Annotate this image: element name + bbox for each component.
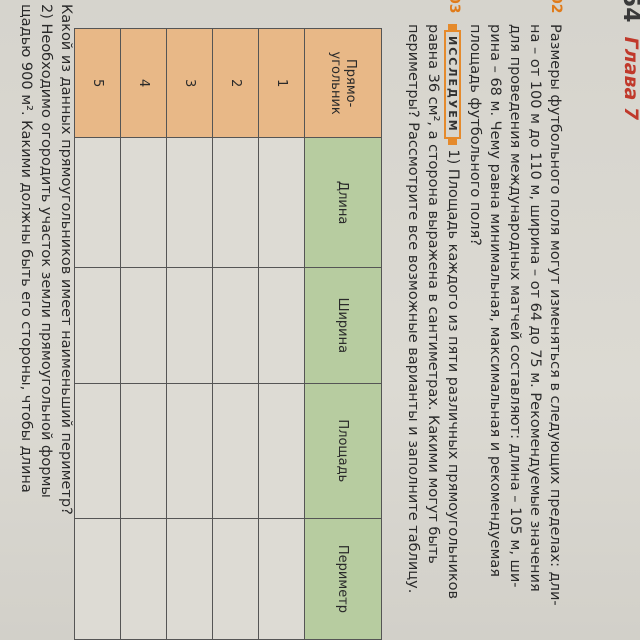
cell (120, 383, 167, 519)
col-perimeter: Периметр (304, 518, 382, 640)
rectangles-table: Прямо-угольник Длина Ширина Площадь Пери… (74, 28, 382, 640)
table-row: 1 (258, 28, 305, 640)
chapter-title: Глава 7 (620, 36, 640, 121)
cell (166, 267, 213, 384)
page-header: 54 Глава 7 (618, 0, 640, 120)
row-number: 4 (120, 28, 167, 138)
task2-line: Размеры футбольного поля могут изменятьс… (547, 24, 563, 606)
cell (166, 383, 213, 519)
task2-line: на – от 100 м до 110 м, ширина – от 64 д… (527, 24, 543, 592)
cell (212, 137, 259, 268)
cell (212, 383, 259, 519)
cell (120, 267, 167, 384)
cell (258, 137, 305, 268)
footer-line: Какой из данных прямоугольников имеет на… (58, 4, 74, 515)
task2-line: для проведения международных матчей сост… (507, 24, 523, 588)
task2-line: площадь футбольного поля? (467, 24, 483, 246)
row-number: 2 (212, 28, 259, 138)
cell (212, 267, 259, 384)
row-number: 3 (166, 28, 213, 138)
footer-line: щадью 900 м². Какими должны быть его сто… (18, 4, 34, 493)
table-row: 3 (166, 28, 213, 640)
cell (212, 518, 259, 640)
task3-text: 1) Площадь каждого из пяти различных пря… (445, 149, 461, 600)
cell (74, 518, 121, 640)
cell (166, 518, 213, 640)
row-number: 1 (258, 28, 305, 138)
task-number: 03 (446, 0, 462, 14)
task3-line: периметры? Рассмотрите все возможные вар… (405, 24, 421, 594)
cell (74, 267, 121, 384)
explore-badge: ИССЛЕДУЕМ (444, 30, 461, 139)
col-area: Площадь (304, 383, 382, 519)
task3-line: равна 36 см², а сторона выражена в санти… (425, 24, 441, 564)
cell (120, 518, 167, 640)
task-number: 02 (548, 0, 564, 14)
footer-line: 2) Необходимо огородить участок земли пр… (38, 4, 54, 498)
cell (74, 137, 121, 268)
table-row: 2 (212, 28, 259, 640)
col-length: Длина (304, 137, 382, 268)
cell (74, 383, 121, 519)
cell (120, 137, 167, 268)
col-width: Ширина (304, 267, 382, 384)
page-number: 54 (618, 0, 640, 23)
table-header-row: Прямо-угольник Длина Ширина Площадь Пери… (304, 28, 382, 640)
table-row: 5 (74, 28, 121, 640)
task2-line: рина – 68 м. Чему равна минимальная, мак… (487, 24, 503, 578)
cell (166, 137, 213, 268)
cell (258, 518, 305, 640)
task3-line: ИССЛЕДУЕМ 1) Площадь каждого из пяти раз… (444, 24, 462, 599)
row-number: 5 (74, 28, 121, 138)
cell (258, 267, 305, 384)
cell (258, 383, 305, 519)
table-row: 4 (120, 28, 167, 640)
col-rectangle: Прямо-угольник (304, 28, 382, 138)
